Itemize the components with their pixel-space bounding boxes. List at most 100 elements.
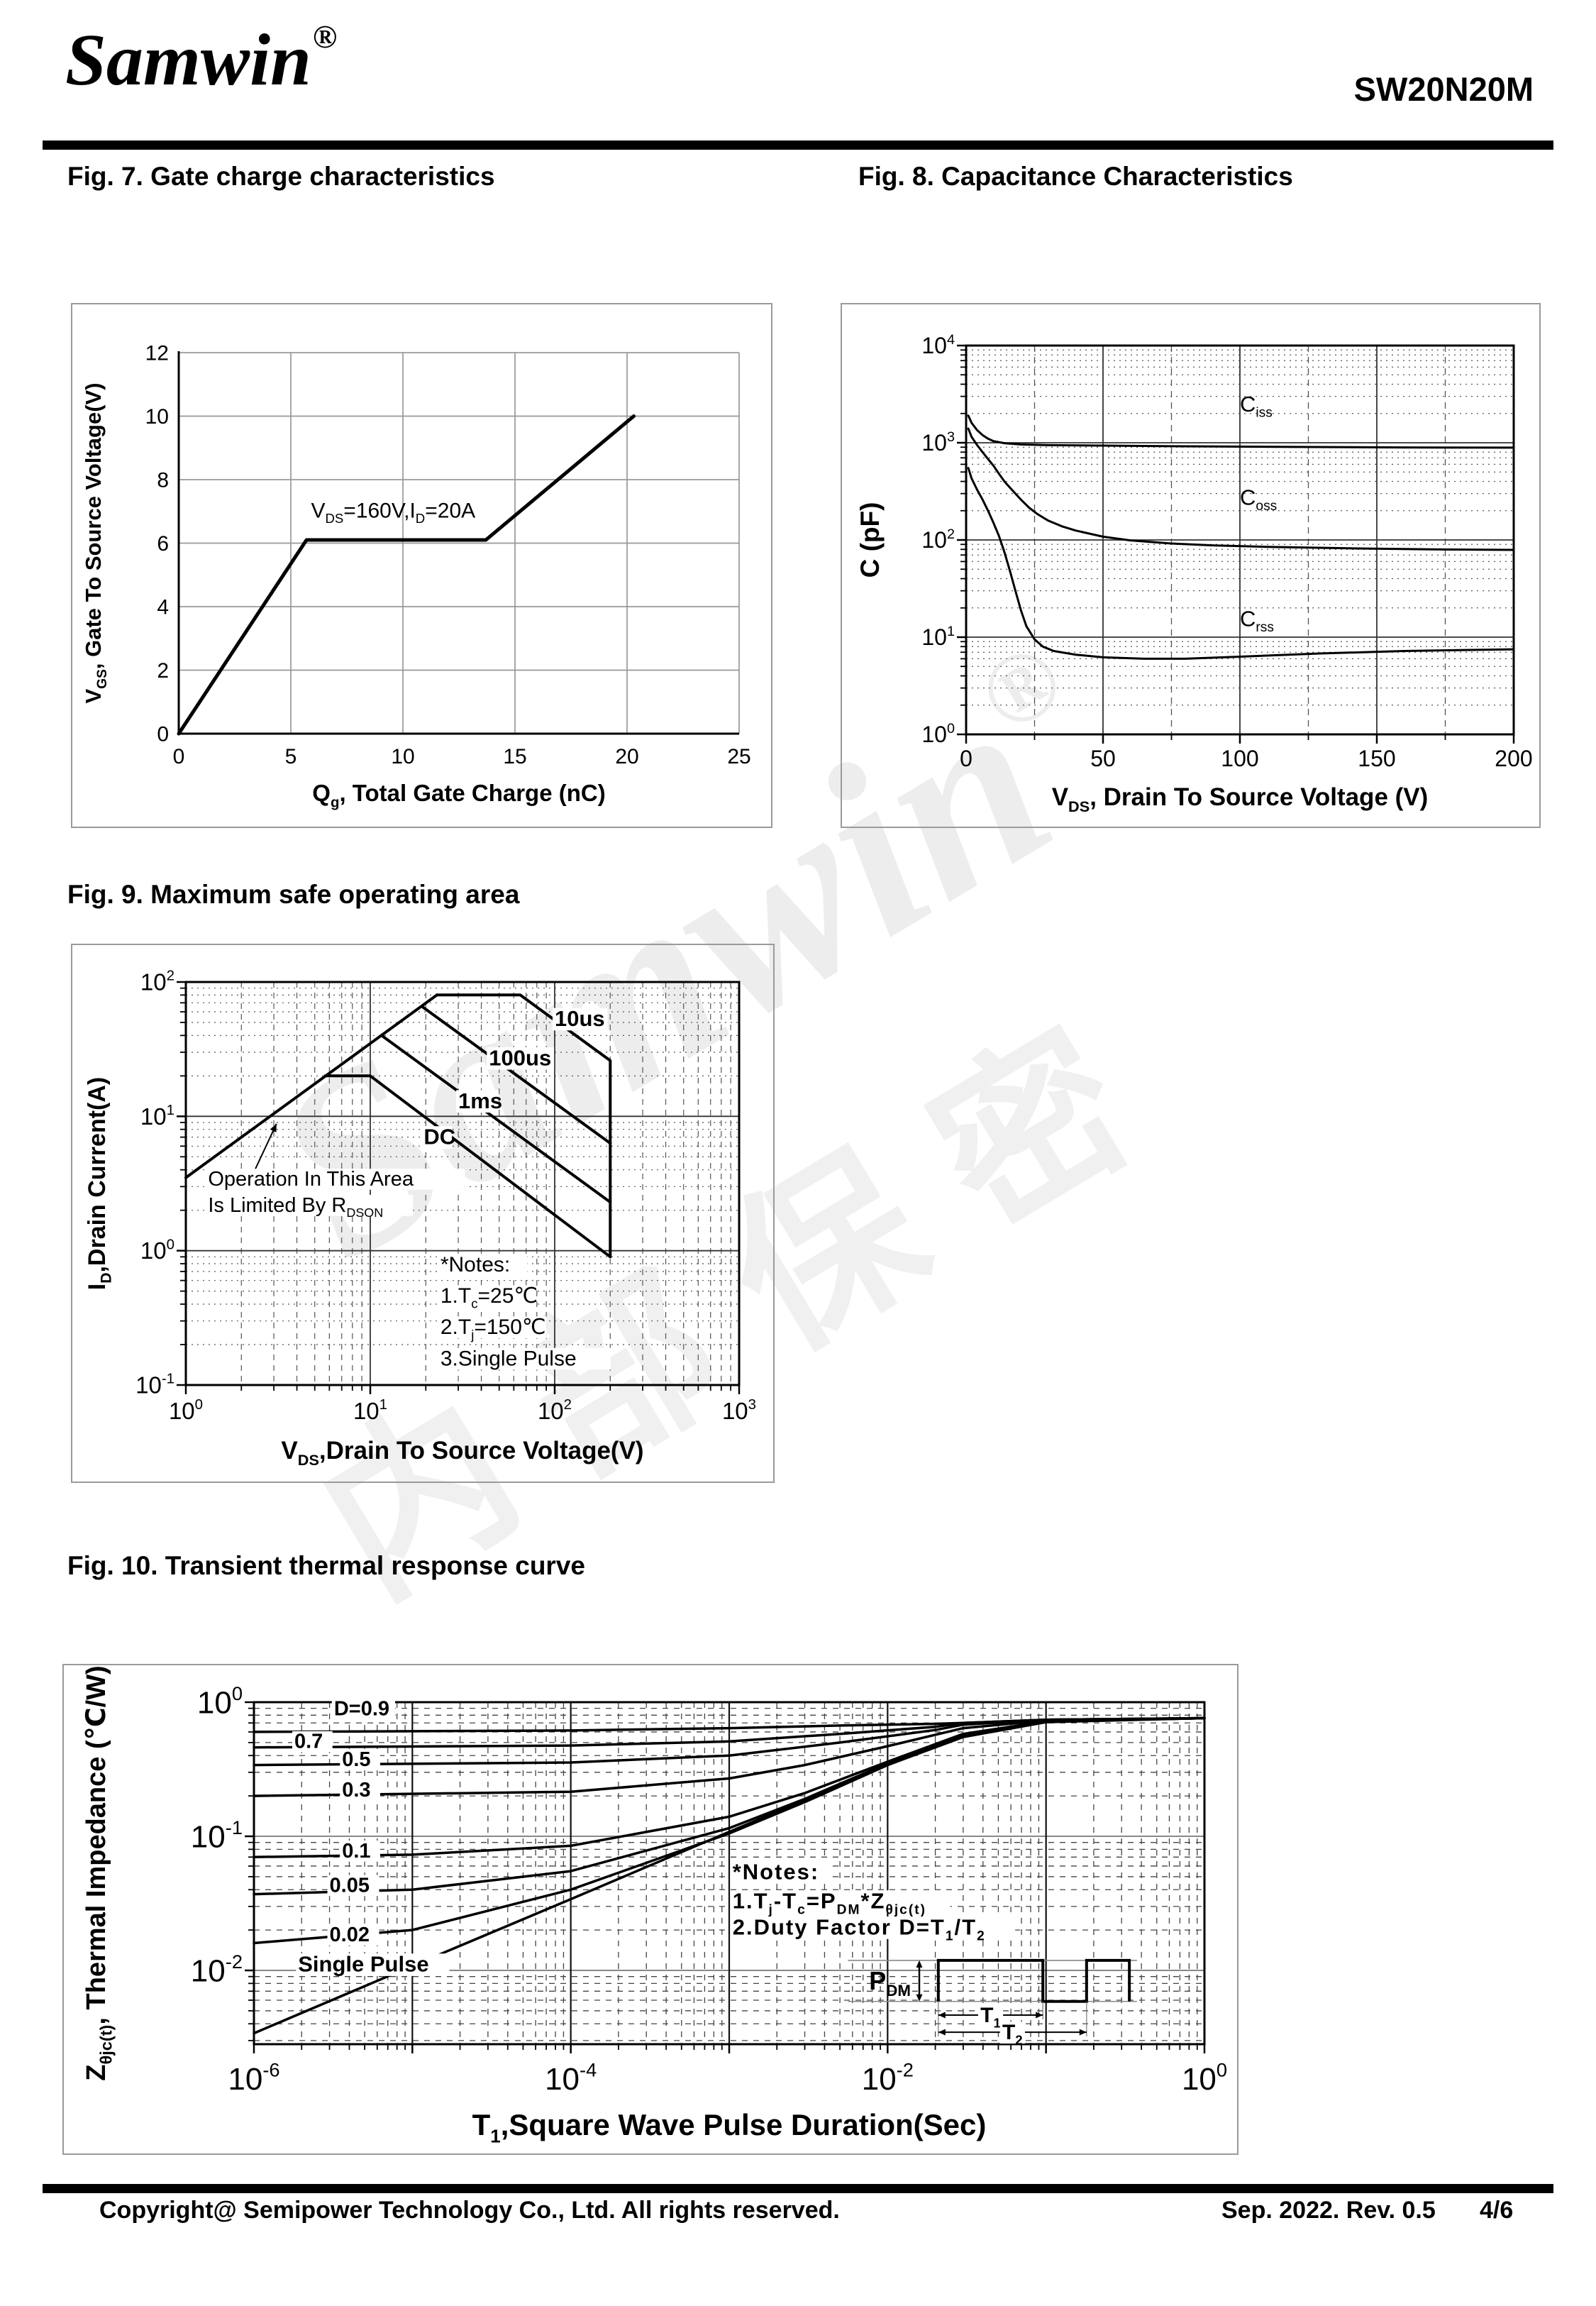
notes-3: 3.Single Pulse [440,1347,577,1370]
x-tick-label: 101 [353,1396,387,1424]
x-tick-label: 100 [1182,2058,1227,2096]
x-tick-label: 50 [1090,746,1116,771]
x-tick-label: 25 [727,745,750,768]
y-axis-title: C (pF) [855,502,885,578]
label-100us: 100us [489,1045,551,1070]
header-rule [43,140,1553,150]
soa-note-2: Is Limited By RDSON [208,1194,383,1220]
y-tick-label: 100 [197,1682,243,1720]
label-dc: DC [423,1125,455,1149]
notes-2: 2.Duty Factor D=T1/T2 [733,1915,986,1944]
label-t2: T2 [1002,2021,1023,2048]
x-tick-label: 20 [615,745,638,768]
test-condition-label: VDS=160V,ID=20A [311,500,475,526]
y-axis-title: ID,Drain Current(A) [84,1077,115,1290]
y-tick-label: 10-1 [191,1816,243,1854]
x-tick-label: 100 [169,1396,203,1424]
y-tick-label: 101 [921,624,955,650]
y-tick-label: 10 [145,405,169,429]
fig7-title: Fig. 7. Gate charge characteristics [67,162,495,191]
curve-Crss [967,467,1515,660]
y-tick-label: 104 [921,332,955,358]
curve-gate-charge-curve [177,414,636,736]
notes-1: 1.Tc=25℃ [440,1284,538,1311]
y-tick-label: 101 [140,1102,174,1130]
x-tick-label: 10-2 [862,2058,914,2096]
y-tick-label: 8 [157,469,169,492]
y-tick-label: 102 [921,526,955,553]
y-axis-title: Zθjc(t), Thermal Impedance (℃/W) [82,1665,116,2080]
y-tick-label: 2 [157,659,169,683]
y-tick-label: 100 [140,1236,174,1264]
fig7-gate-charge-chart: VDS=160V,ID=20A 0 5 10 15 20 25 0 2 4 6 8 10 12 Qg, To… [71,303,772,828]
label-d09: D=0.9 [334,1697,389,1720]
x-tick-label: 5 [285,745,297,768]
x-axis-title: Qg, Total Gate Charge (nC) [312,780,605,810]
x-tick-label: 0 [173,745,185,768]
label-d03: 0.3 [342,1779,370,1802]
curve-Ciss [967,414,1515,449]
x-tick-label: 15 [503,745,526,768]
fig10-title: Fig. 10. Transient thermal response curv… [67,1551,585,1580]
x-axis-title: T1,Square Wave Pulse Duration(Sec) [472,2108,987,2147]
curve-100us [420,1005,612,1145]
page-number: 4/6 [1480,2197,1514,2224]
samwin-logo: Samwin® [65,18,338,101]
x-tick-label: 0 [960,746,972,771]
fig8-title: Fig. 8. Capacitance Characteristics [858,162,1293,191]
curve-rdson-limit [184,993,438,1179]
fig9-soa-chart: 10us 100us 1ms DC Operation In This Area Is L… [71,944,775,1483]
notes-2: 2.Tj=150℃ [440,1315,546,1342]
x-tick-label: 200 [1495,746,1532,771]
footer-rule [43,2184,1553,2193]
pulse-waveform [936,1958,1131,2003]
fig10-thermal-chart: D=0.9 0.7 0.5 0.3 0.1 0.05 0.02 Single Pulse *No… [62,1664,1238,2155]
y-tick-label: 100 [921,721,955,747]
curve-DC [323,1074,612,1259]
revision-text: Sep. 2022. Rev. 0.5 [1221,2197,1436,2224]
y-tick-label: 12 [145,342,169,365]
label-10us: 10us [555,1006,605,1031]
fig7-svg: VDS=160V,ID=20A 0 5 10 15 20 25 0 2 4 6 8 10 12 Qg, To… [81,342,751,811]
x-tick-label: 150 [1358,746,1395,771]
soa-note-1: Operation In This Area [208,1168,414,1191]
x-tick-label: 10 [391,745,414,768]
fig8-svg: Ciss Coss Crss 0 50 100 150 200 100 101 102 103 104 V… [855,332,1533,815]
fig8-capacitance-chart: Ciss Coss Crss 0 50 100 150 200 100 101 102 103 104 V… [841,303,1541,828]
label-d005: 0.05 [330,1874,370,1897]
label-d05: 0.5 [342,1748,370,1771]
label-ciss: Ciss [1240,392,1273,421]
copyright-text: Copyright@ Semipower Technology Co., Ltd… [99,2197,840,2224]
fig9-title: Fig. 9. Maximum safe operating area [67,880,520,909]
label-d002: 0.02 [330,1924,370,1946]
y-tick-label: 0 [157,723,169,746]
x-axis-title: VDS, Drain To Source Voltage (V) [1052,783,1429,815]
y-tick-label: 4 [157,596,169,619]
x-tick-label: 103 [722,1396,756,1424]
fig10-svg: D=0.9 0.7 0.5 0.3 0.1 0.05 0.02 Single Pulse *No… [82,1665,1227,2147]
y-tick-label: 10-2 [191,1951,243,1988]
label-single-pulse: Single Pulse [298,1952,428,1977]
part-number: SW20N20M [1353,70,1534,108]
curve-1ms [379,1034,612,1204]
label-d07: 0.7 [294,1731,323,1753]
y-tick-label: 6 [157,532,169,556]
x-tick-label: 102 [538,1396,572,1424]
y-axis-title: VGS, Gate To Source Voltage(V) [81,382,110,703]
label-d01: 0.1 [342,1840,370,1863]
x-tick-label: 10-4 [545,2058,597,2096]
label-1ms: 1ms [458,1088,502,1113]
label-t1: T1 [980,2004,1001,2031]
label-pdm: PDM [869,1966,911,1999]
y-tick-label: 102 [140,968,174,995]
notes-title: *Notes: [733,1859,820,1884]
curve-Coss [967,427,1515,551]
x-tick-label: 100 [1221,746,1258,771]
label-coss: Coss [1240,485,1277,514]
x-axis-title: VDS,Drain To Source Voltage(V) [281,1437,643,1469]
curve-D-0.3 [253,1716,1206,1797]
notes-title: *Notes: [440,1253,510,1276]
notes-1: 1.Tj-Tc=PDM*Zθjc(t) [733,1889,926,1918]
